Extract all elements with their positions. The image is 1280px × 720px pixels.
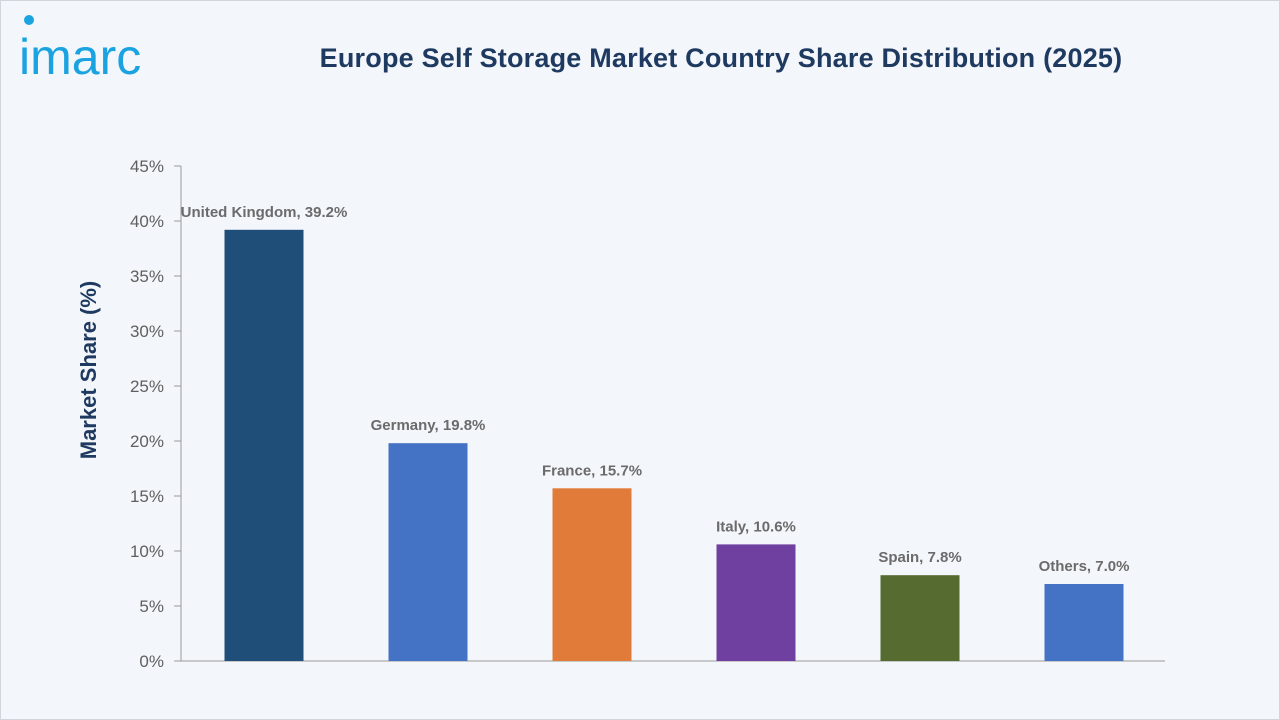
y-tick-label: 5% xyxy=(139,597,164,616)
y-tick-label: 35% xyxy=(130,267,164,286)
y-axis-label: Market Share (%) xyxy=(76,281,101,460)
axes xyxy=(180,166,1165,662)
logo-graphic: imarc xyxy=(19,15,141,85)
y-tick-label: 30% xyxy=(130,322,164,341)
y-tick-label: 45% xyxy=(130,157,164,176)
y-tick-label: 15% xyxy=(130,487,164,506)
y-tick-label: 20% xyxy=(130,432,164,451)
data-label: Italy, 10.6% xyxy=(716,518,796,535)
data-labels: United Kingdom, 39.2% Germany, 19.8% Franc… xyxy=(181,204,1130,575)
bar-italy xyxy=(716,544,796,661)
bar-france xyxy=(552,488,632,661)
bar-spain xyxy=(880,575,960,661)
y-tick-label: 10% xyxy=(130,542,164,561)
data-label: France, 15.7% xyxy=(542,462,642,479)
data-label: Spain, 7.8% xyxy=(878,549,961,566)
bar-germany xyxy=(388,443,468,661)
logo-text: imarc xyxy=(19,29,141,85)
y-ticks: 0% 5% 10% 15% 20% 25% 30% 35% 40% 45% xyxy=(130,157,181,671)
y-tick-label: 0% xyxy=(139,652,164,671)
data-label: Germany, 19.8% xyxy=(371,417,486,434)
y-tick-label: 25% xyxy=(130,377,164,396)
bars xyxy=(224,229,1124,662)
bar-others xyxy=(1044,584,1124,661)
imarc-logo: imarc xyxy=(15,13,215,85)
bar-united-kingdom xyxy=(224,229,304,662)
data-label: Others, 7.0% xyxy=(1039,558,1130,575)
data-label: United Kingdom, 39.2% xyxy=(181,204,348,221)
chart-title: Europe Self Storage Market Country Share… xyxy=(319,43,1123,73)
y-tick-label: 40% xyxy=(130,212,164,231)
